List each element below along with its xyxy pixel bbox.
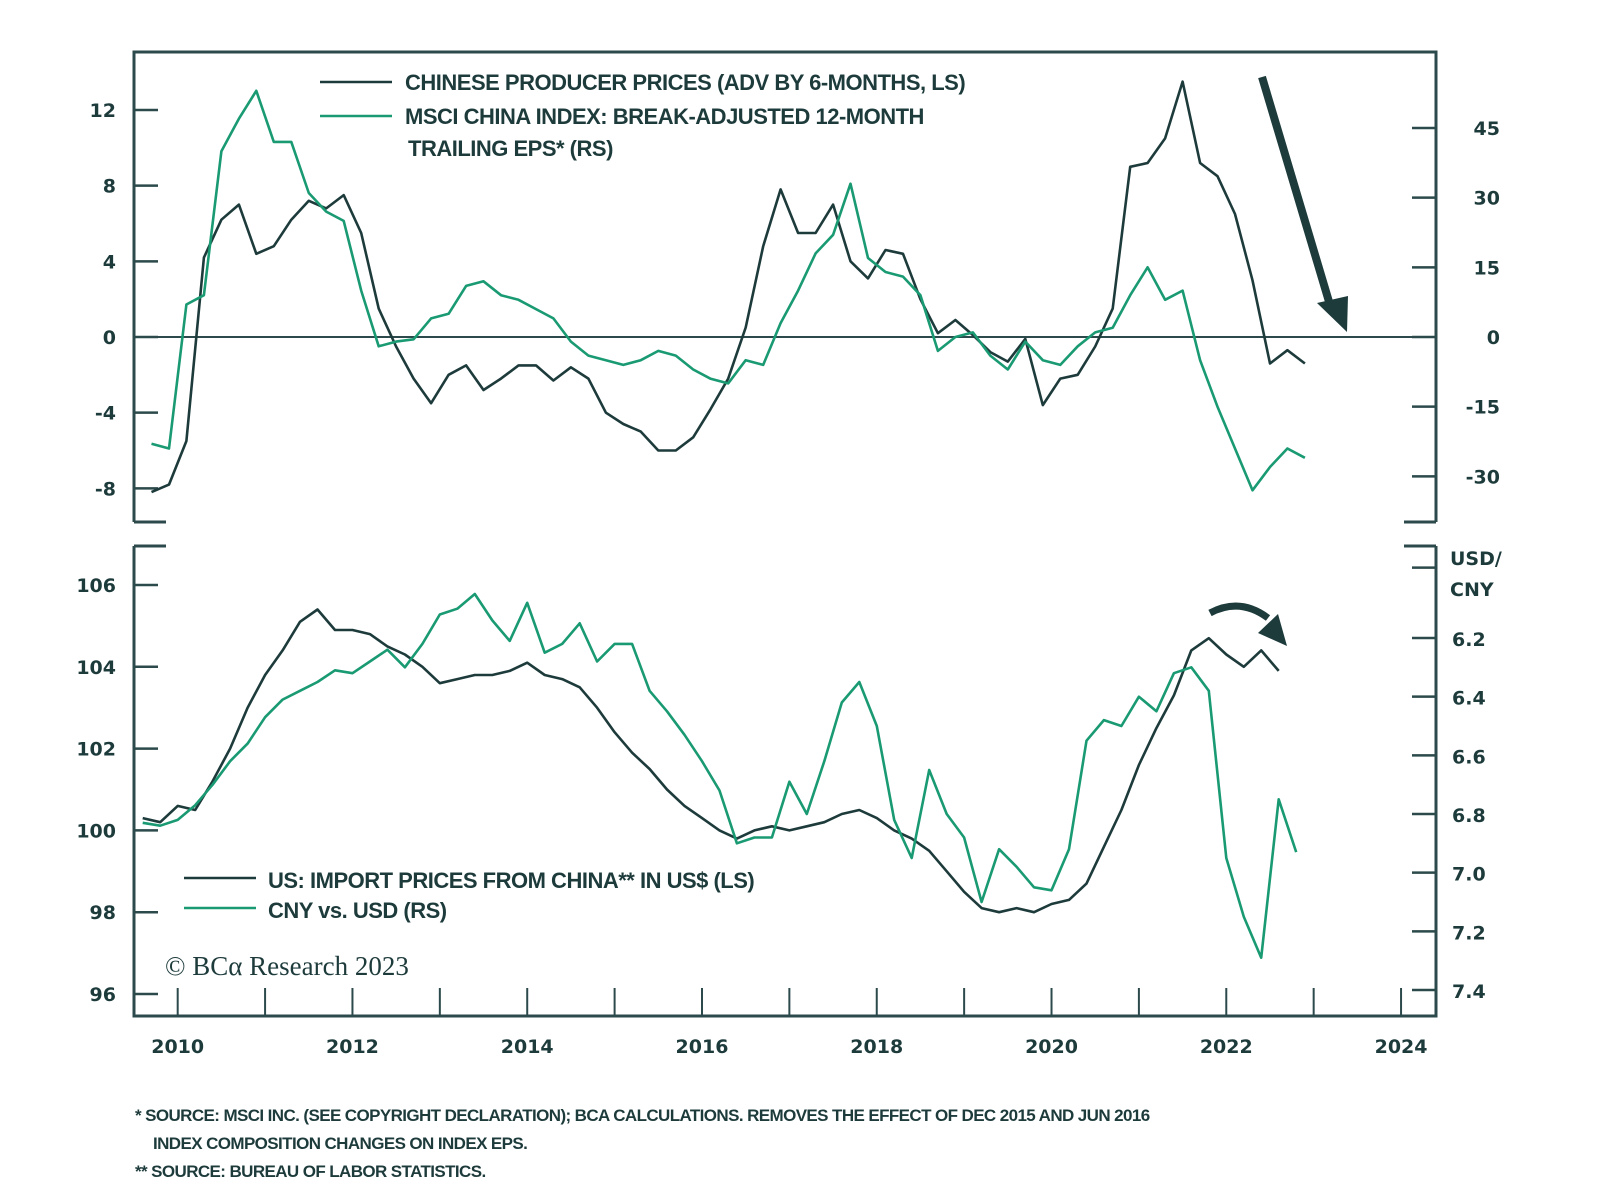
x-tick-label: 2022 (1200, 1036, 1253, 1058)
right-axis-unit-label-line2: CNY (1450, 579, 1494, 601)
right-y-tick-label: -15 (1466, 397, 1500, 419)
footnote-2: ** SOURCE: BUREAU OF LABOR STATISTICS. (135, 1162, 486, 1181)
left-y-tick-label: 12 (90, 100, 116, 122)
x-tick-label: 2024 (1375, 1036, 1428, 1058)
left-y-tick-label: 100 (76, 820, 116, 842)
right-y-tick-label: 6.2 (1452, 629, 1486, 651)
right-axis-unit-label-line1: USD/ (1450, 548, 1502, 570)
down-arrow-head (1317, 296, 1348, 332)
bottom-frame-border (132, 546, 1438, 1018)
curved-arrow-head (1258, 614, 1287, 646)
down-arrow-shaft (1258, 75, 1334, 307)
series-line-msci-china-eps (151, 89, 1306, 492)
footnote-1-continued: INDEX COMPOSITION CHANGES ON INDEX EPS. (153, 1134, 528, 1153)
series-line-us-import-prices (142, 608, 1280, 914)
legend-label: MSCI CHINA INDEX: BREAK-ADJUSTED 12-MONT… (405, 104, 924, 129)
left-y-tick-label: 4 (103, 251, 116, 273)
left-y-tick-label: 0 (103, 327, 116, 349)
legend-label: TRAILING EPS* (RS) (408, 136, 613, 161)
series-line-cny-vs-usd (142, 592, 1298, 959)
left-y-tick-label: 102 (76, 739, 116, 761)
left-y-tick-label: 98 (90, 902, 116, 924)
right-y-tick-label: 15 (1474, 257, 1500, 279)
left-y-tick-label: 104 (76, 657, 116, 679)
right-y-tick-label: 7.0 (1452, 864, 1486, 886)
x-tick-label: 2012 (326, 1036, 379, 1058)
right-y-tick-label: 6.6 (1452, 746, 1486, 768)
bottom-panel-frame (132, 544, 1438, 1018)
right-y-tick-label: 0 (1487, 327, 1500, 349)
legend-label: CNY vs. USD (RS) (268, 898, 447, 923)
x-tick-label: 2016 (676, 1036, 729, 1058)
legend-label: US: IMPORT PRICES FROM CHINA** IN US$ (L… (268, 868, 754, 893)
left-y-tick-label: -4 (95, 403, 116, 425)
top-frame-border (132, 50, 1438, 522)
right-y-tick-label: 45 (1474, 118, 1500, 140)
copyright-text: © BCα Research 2023 (165, 951, 409, 981)
right-y-tick-label: 6.8 (1452, 805, 1486, 827)
x-tick-label: 2010 (151, 1036, 204, 1058)
right-y-tick-label: -30 (1466, 466, 1500, 488)
right-y-tick-label: 6.4 (1452, 688, 1486, 710)
legend-label: CHINESE PRODUCER PRICES (ADV BY 6-MONTHS… (405, 70, 965, 95)
left-y-tick-label: -8 (95, 478, 116, 500)
right-y-tick-label: 30 (1474, 188, 1500, 210)
curved-arrow-shaft (1208, 602, 1271, 621)
series-line-chinese-producer-prices (150, 80, 1306, 494)
x-tick-label: 2018 (850, 1036, 903, 1058)
left-y-tick-label: 96 (90, 984, 116, 1006)
right-y-tick-label: 7.2 (1452, 922, 1486, 944)
footnote-1: * SOURCE: MSCI INC. (SEE COPYRIGHT DECLA… (135, 1106, 1150, 1125)
chart-labels: 2010 2012 2014 2016 2018 2020 2022 2024 12 8 4 0 -4 -… (76, 70, 1502, 1058)
left-y-tick-label: 8 (103, 176, 116, 198)
chart-marks (134, 75, 1436, 959)
left-y-tick-label: 106 (76, 575, 116, 597)
x-tick-label: 2020 (1025, 1036, 1078, 1058)
x-tick-label: 2014 (501, 1036, 554, 1058)
right-y-tick-label: 7.4 (1452, 981, 1486, 1003)
